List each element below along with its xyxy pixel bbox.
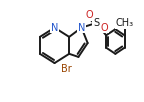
Text: S: S bbox=[93, 18, 99, 28]
Text: N: N bbox=[78, 23, 85, 33]
Text: Br: Br bbox=[61, 64, 72, 74]
Text: O: O bbox=[101, 23, 108, 33]
Text: CH₃: CH₃ bbox=[115, 18, 134, 28]
Text: O: O bbox=[85, 10, 93, 20]
Text: N: N bbox=[51, 23, 58, 33]
